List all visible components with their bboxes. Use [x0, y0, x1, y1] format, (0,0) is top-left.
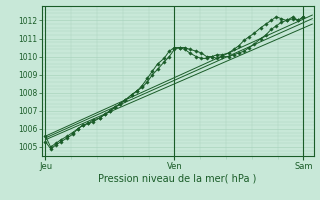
- X-axis label: Pression niveau de la mer( hPa ): Pression niveau de la mer( hPa ): [99, 173, 257, 183]
